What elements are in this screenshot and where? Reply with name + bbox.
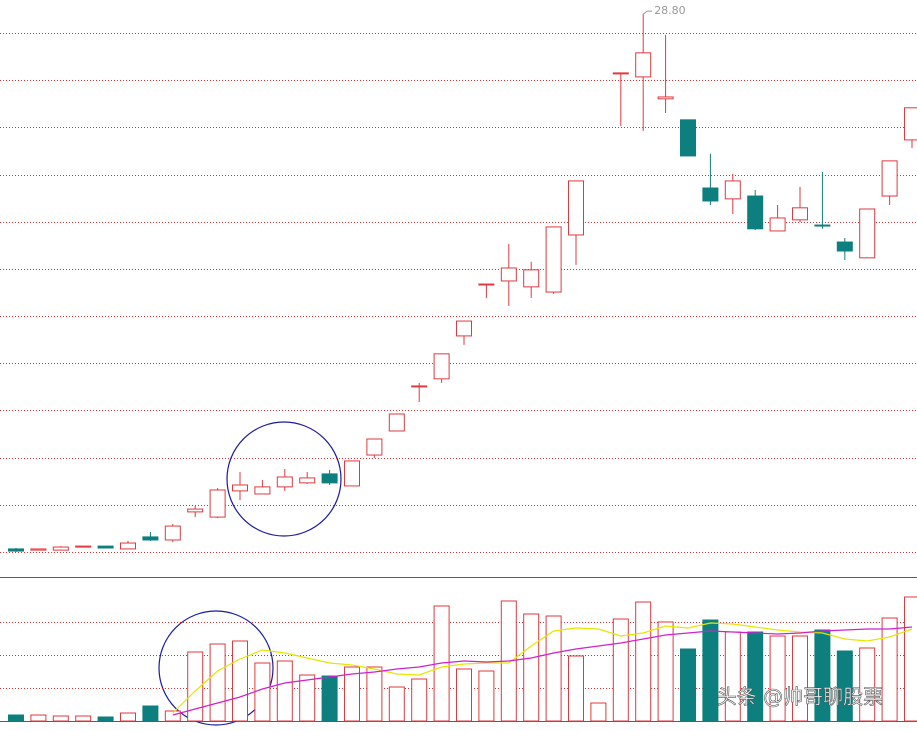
highlight-circle [226, 421, 342, 537]
candle-body [747, 195, 764, 230]
volume-bar [388, 686, 405, 722]
volume-bar [299, 674, 316, 722]
volume-bar [478, 670, 495, 722]
candle-body [209, 489, 226, 518]
annotation-leader [642, 10, 653, 15]
candle-body [680, 119, 696, 157]
candle-body [299, 477, 316, 484]
volume-bar [97, 716, 114, 722]
candle-body [254, 486, 271, 495]
candle-body [769, 217, 786, 232]
candle-body [411, 385, 428, 388]
volume-bar [881, 617, 898, 722]
volume-bar [142, 705, 159, 722]
candle-body [657, 96, 674, 100]
volume-bar [859, 647, 876, 722]
candle-body [97, 545, 114, 549]
volume-bar [30, 714, 47, 722]
candle-body [30, 548, 47, 551]
volume-bar [523, 613, 540, 722]
volume-bar [254, 662, 271, 722]
marks: 28.80 [0, 4, 917, 722]
volume-bar [456, 668, 472, 722]
volume-bar [321, 675, 338, 722]
candle-body [568, 180, 584, 236]
volume-bar [75, 715, 92, 722]
candle-body [52, 546, 69, 551]
volume-bar [52, 715, 69, 722]
candle-body [724, 180, 741, 200]
candle-body [814, 224, 831, 227]
volume-bar [276, 660, 293, 722]
candle-body [187, 508, 204, 513]
volume-bar [769, 635, 786, 722]
volume-bar [344, 666, 360, 722]
volume-bar [209, 643, 226, 722]
volume-bar [568, 655, 584, 722]
candle-body [523, 269, 540, 288]
volume-bar [120, 712, 136, 722]
candle-body [635, 52, 652, 78]
volume-bar [366, 666, 383, 722]
candle-body [164, 525, 181, 541]
candle-body [792, 207, 808, 221]
candle-body [344, 460, 360, 487]
volume-bar [411, 678, 428, 722]
candle-body [545, 226, 562, 293]
candle-body [8, 548, 24, 552]
watermark: 头条 @帅哥聊股票 [717, 685, 883, 709]
candle-body [859, 208, 876, 259]
volume-bar [702, 619, 719, 722]
volume-bar [836, 650, 853, 722]
candle-body [881, 160, 898, 197]
volume-bar [680, 648, 696, 722]
candle-body [142, 536, 159, 541]
moving-average-line [172, 622, 913, 714]
volume-bar [792, 635, 808, 722]
volume-bar [590, 702, 607, 722]
volume-bar [747, 631, 764, 722]
volume-bar [232, 640, 248, 722]
candle-body [433, 353, 450, 380]
volume-bar [187, 651, 204, 722]
highlight-circle [158, 610, 274, 726]
volume-bar [814, 629, 831, 722]
high-label: 28.80 [654, 4, 686, 17]
volume-bar [545, 615, 562, 722]
candle-body [321, 473, 338, 484]
candle-body [75, 545, 92, 548]
candle-body [612, 72, 629, 75]
candle-body [478, 283, 495, 286]
candle-body [836, 241, 853, 252]
volume-bar [164, 710, 181, 722]
candle-body [388, 413, 405, 432]
candle-body [702, 187, 719, 202]
volume-bar [612, 618, 629, 722]
moving-average-line [172, 626, 913, 716]
candle-body [904, 107, 917, 141]
candle-body [456, 320, 472, 337]
volume-bar [8, 714, 24, 722]
candle-body [276, 476, 293, 488]
candle-body [232, 484, 248, 492]
volume-bar [904, 596, 917, 722]
volume-bar [635, 601, 652, 722]
candle-body [120, 542, 136, 550]
candle-body [500, 267, 517, 282]
candle-body [366, 438, 383, 456]
volume-bar [657, 621, 674, 722]
